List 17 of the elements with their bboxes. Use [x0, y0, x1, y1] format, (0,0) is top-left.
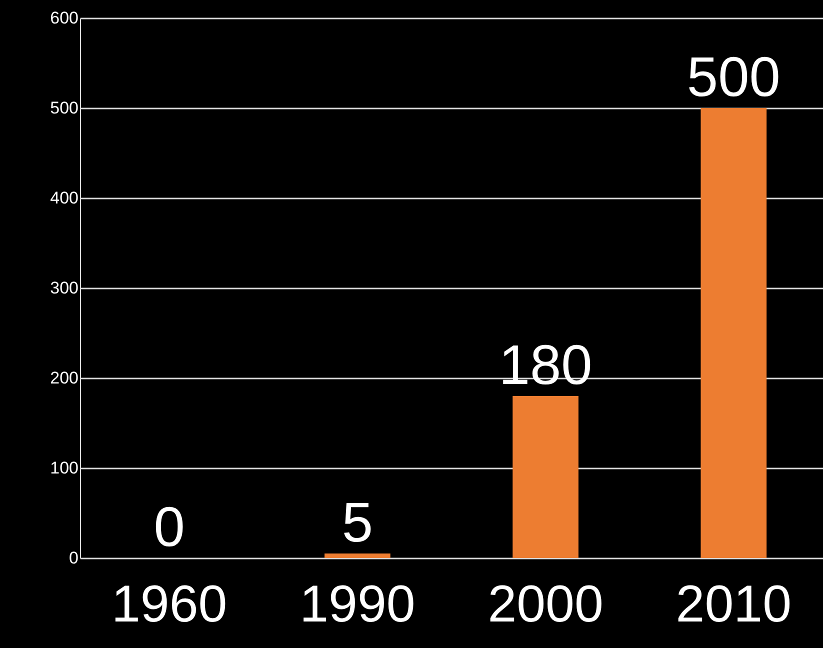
bar — [512, 396, 578, 558]
y-tick-label: 300 — [50, 278, 78, 298]
data-label: 5 — [342, 490, 374, 554]
y-tick-label: 200 — [50, 368, 78, 388]
bar — [324, 554, 390, 558]
y-tick-label: 100 — [50, 458, 78, 478]
x-tick-label: 1960 — [112, 576, 228, 634]
y-tick-label: 0 — [69, 548, 78, 568]
y-tick-label: 500 — [50, 98, 78, 118]
y-tick-label: 400 — [50, 188, 78, 208]
bar — [700, 108, 767, 558]
data-label: 500 — [686, 45, 780, 108]
x-tick-label: 2010 — [676, 576, 792, 634]
x-tick-label: 1990 — [300, 576, 416, 634]
y-tick-label: 600 — [50, 8, 78, 28]
data-label: 0 — [154, 495, 185, 558]
x-tick-label: 2000 — [488, 576, 604, 634]
